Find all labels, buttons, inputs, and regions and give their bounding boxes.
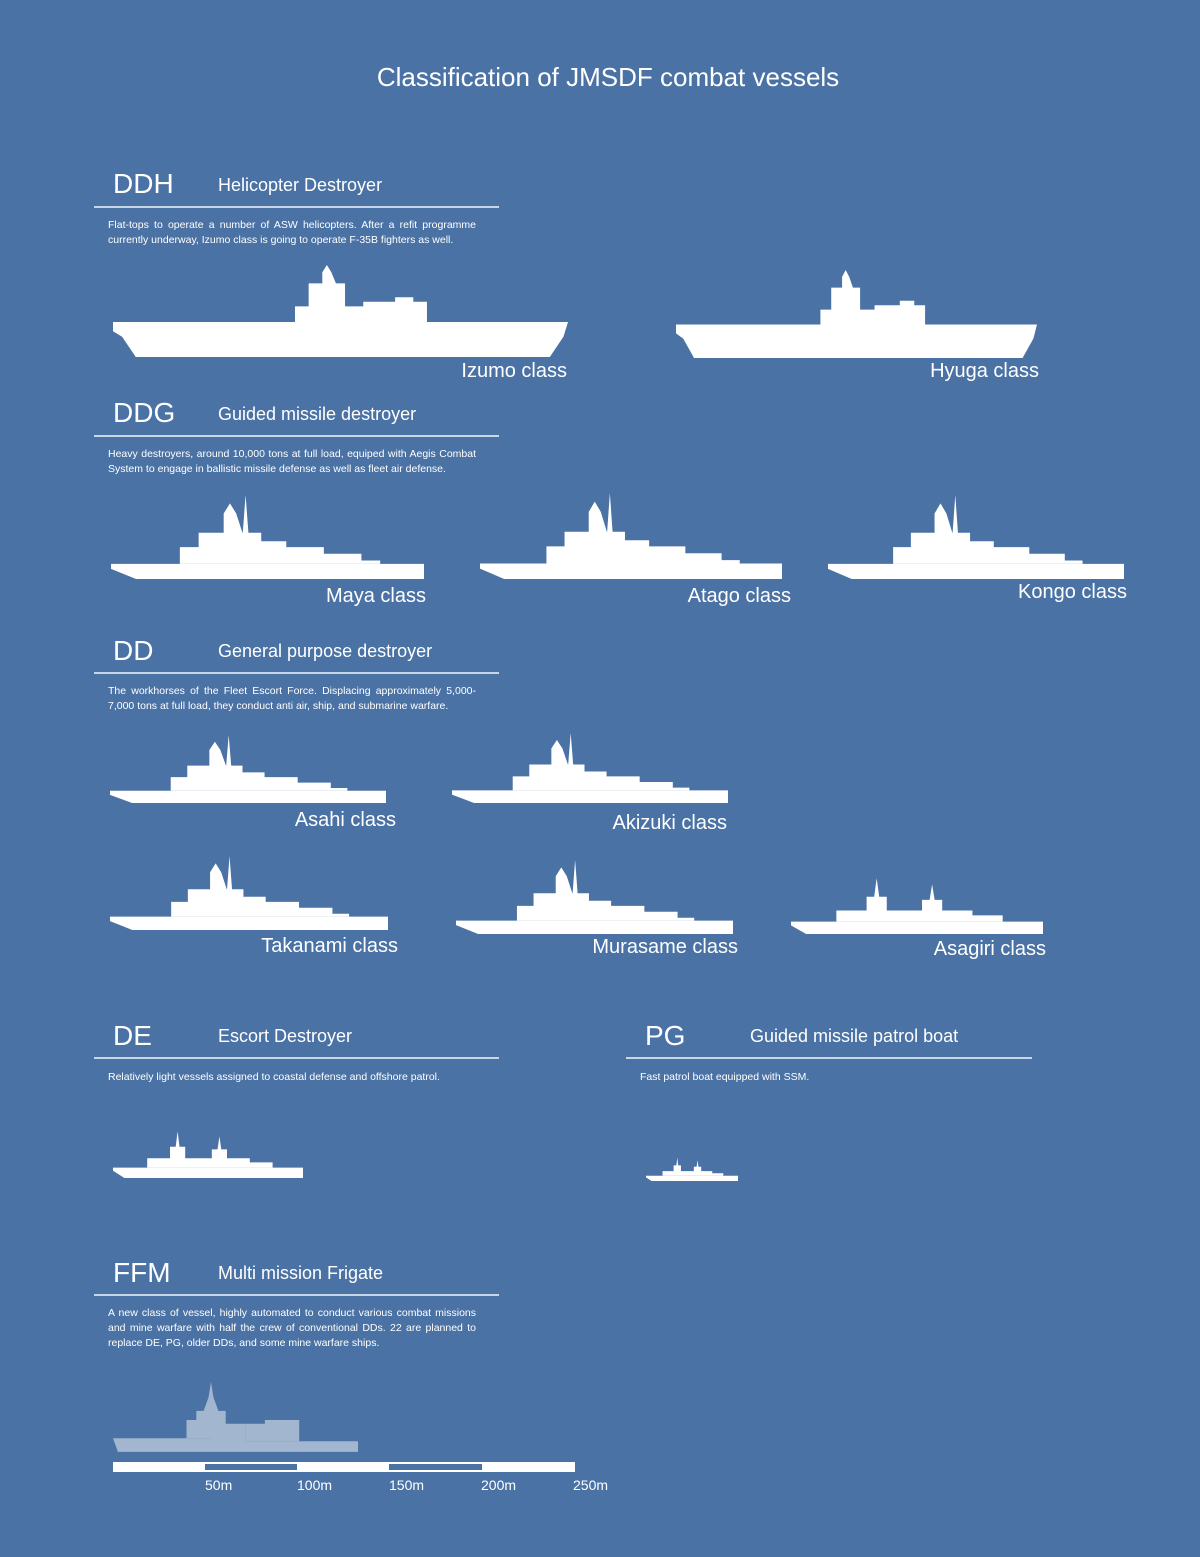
section-desc-ddg: Heavy destroyers, around 10,000 tons at … [108, 448, 476, 475]
ffm-silhouette [113, 1382, 358, 1452]
asahi-silhouette [110, 735, 386, 803]
section-name-ddg: Guided missile destroyer [218, 404, 417, 424]
ship-hull-part [516, 867, 695, 921]
ship-hull-part [480, 563, 782, 579]
section-desc-ddh: Flat-tops to operate a number of ASW hel… [108, 219, 476, 246]
ship-hull-part [606, 493, 613, 536]
ship-hull-part [171, 863, 350, 917]
scale-label: 150m [389, 1477, 425, 1493]
section-desc-de: Relatively light vessels assigned to coa… [108, 1071, 440, 1083]
ship-hull-part [572, 860, 578, 897]
ship-hull-part [245, 1420, 300, 1442]
ship-hull-part [295, 265, 427, 323]
ship-hull-part [836, 878, 1003, 922]
ship-hull-part [113, 1423, 358, 1452]
ship-label-murasame: Murasame class [592, 936, 738, 958]
ship-hull-part [170, 741, 348, 791]
ship-hull-part [226, 856, 233, 893]
scale-label: 200m [481, 1477, 517, 1493]
section-code-ddh: DDH [113, 168, 174, 199]
ship-hull-part [147, 1131, 273, 1168]
ship-hull-part [186, 1382, 226, 1439]
atago-silhouette [480, 493, 782, 579]
ship-hull-part [893, 503, 1083, 564]
ship-label-maya: Maya class [325, 585, 426, 607]
ship-hull-part [820, 270, 926, 325]
ship-hull-part [111, 563, 424, 579]
ship-hull-part [646, 1175, 738, 1181]
section-desc-pg: Fast patrol boat equipped with SSM. [640, 1071, 810, 1083]
scale-label: 50m [205, 1477, 233, 1493]
section-desc-dd: The workhorses of the Fleet Escort Force… [108, 685, 476, 712]
ship-label-akizuki: Akizuki class [612, 812, 727, 834]
scale-label: 100m [297, 1477, 333, 1493]
izumo-silhouette [113, 265, 568, 357]
section-code-dd: DD [113, 635, 154, 666]
ship-hull-part [662, 1157, 724, 1176]
ship-hull-part [110, 790, 386, 803]
ship-label-kongo: Kongo class [1018, 581, 1127, 603]
scale-segment [389, 1464, 482, 1470]
section-code-ffm: FFM [113, 1257, 171, 1288]
ship-hull-part [113, 1167, 303, 1178]
murasame-silhouette [456, 860, 733, 934]
ship-hull-part [113, 322, 568, 357]
scale-label: 250m [573, 1477, 609, 1493]
de-silhouette [113, 1131, 303, 1178]
ship-hull-part [110, 916, 388, 930]
section-name-dd: General purpose destroyer [218, 641, 433, 661]
takanami-silhouette [110, 856, 388, 930]
pg-silhouette [646, 1157, 738, 1181]
ship-label-takanami: Takanami class [261, 935, 398, 957]
ship-hull-part [791, 921, 1043, 934]
ship-hull-part [676, 324, 1037, 358]
asagiri-silhouette [791, 878, 1043, 934]
ship-label-izumo: Izumo class [461, 360, 567, 382]
ship-hull-part [567, 733, 574, 768]
ship-hull-part [546, 501, 740, 564]
section-name-pg: Guided missile patrol boat [750, 1026, 959, 1046]
ship-hull-part [952, 495, 959, 537]
hyuga-silhouette [676, 270, 1037, 358]
divider [94, 672, 499, 674]
maya-silhouette [111, 495, 424, 579]
ship-label-asahi: Asahi class [294, 809, 396, 831]
scale-bar [113, 1462, 575, 1472]
page-title: Classification of JMSDF combat vessels [376, 62, 840, 92]
ship-hull-part [456, 920, 733, 934]
ship-label-atago: Atago class [687, 585, 791, 607]
ship-hull-part [452, 790, 728, 803]
section-name-ffm: Multi mission Frigate [218, 1263, 384, 1283]
section-code-ddg: DDG [113, 397, 176, 428]
section-code-de: DE [113, 1020, 152, 1051]
akizuki-silhouette [452, 733, 728, 803]
divider [94, 206, 499, 208]
ship-hull-part [179, 503, 381, 564]
section-name-de: Escort Destroyer [218, 1026, 353, 1046]
divider [94, 1057, 499, 1059]
ship-hull-part [225, 735, 232, 769]
divider [94, 1294, 499, 1296]
section-name-ddh: Helicopter Destroyer [218, 175, 383, 195]
divider [94, 435, 499, 437]
kongo-silhouette [828, 495, 1124, 579]
divider [626, 1057, 1032, 1059]
section-code-pg: PG [645, 1020, 686, 1051]
ship-hull-part [512, 740, 690, 791]
ship-hull-part [242, 495, 249, 537]
ship-label-asagiri: Asagiri class [933, 938, 1046, 960]
scale-segment [205, 1464, 297, 1470]
ship-label-hyuga: Hyuga class [930, 360, 1039, 382]
ship-hull-part [828, 563, 1124, 579]
section-desc-ffm: A new class of vessel, highly automated … [108, 1307, 476, 1349]
